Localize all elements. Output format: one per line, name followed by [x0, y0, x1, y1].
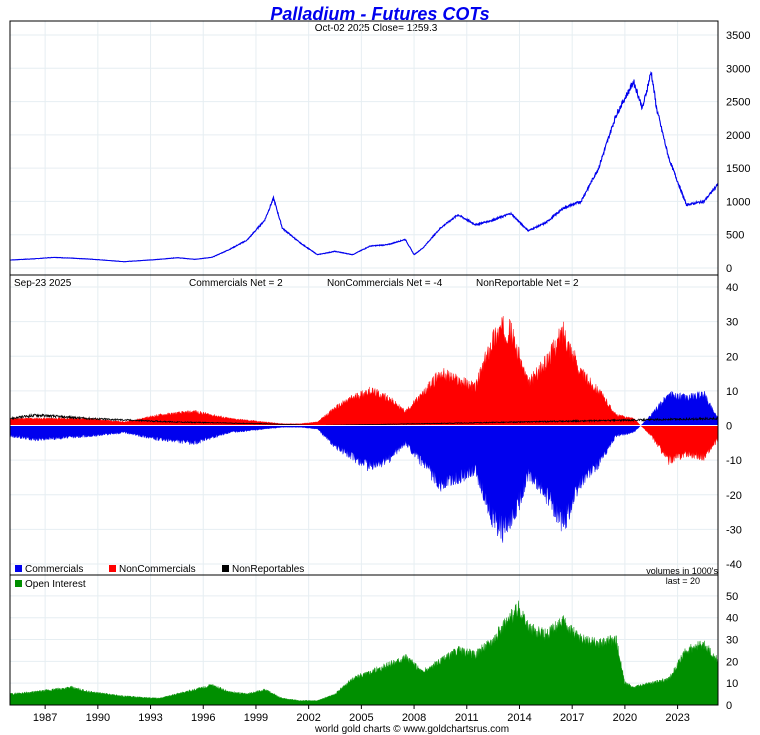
x-tick-label: 2017: [560, 712, 584, 724]
price-line: [10, 70, 719, 263]
x-tick-label: 1990: [86, 712, 110, 724]
x-tick-label: 2014: [507, 712, 531, 724]
price-y-tick-label: 3000: [726, 63, 750, 75]
x-tick-label: 2002: [296, 712, 320, 724]
x-axis-ticks: 1987 1990 1993 1996 1999 2002 2005 2008 2011 2014…: [33, 705, 690, 724]
price-panel: [10, 70, 719, 263]
cot-y-tick-label: -20: [726, 490, 742, 502]
cot-y-tick-label: 10: [726, 386, 738, 398]
cot-y-tick-label: 30: [726, 317, 738, 329]
cot-y-tick-label: 0: [726, 421, 732, 433]
open-interest-panel: [9, 600, 719, 706]
x-tick-label: 1999: [244, 712, 268, 724]
x-tick-label: 1987: [33, 712, 57, 724]
x-tick-label: 2020: [613, 712, 637, 724]
noncommercials-net-label: NonCommercials Net = -4: [327, 278, 443, 289]
chart-title: Palladium - Futures COTs: [270, 4, 489, 24]
cot-legend: Commercials NonCommercials NonReportable…: [15, 564, 304, 575]
oi-y-tick-label: 50: [726, 591, 738, 603]
legend-label-commercials: Commercials: [25, 564, 83, 575]
nonreportables-line: [9, 413, 718, 426]
legend-label-open-interest: Open Interest: [25, 579, 86, 590]
x-tick-label: 2011: [455, 712, 479, 724]
y-axis-ticks: 3500300025002000150010005000403020100-10…: [726, 30, 750, 712]
price-y-tick-label: 500: [726, 230, 744, 242]
oi-y-tick-label: 10: [726, 678, 738, 690]
commercials-net-label: Commercials Net = 2: [189, 278, 283, 289]
oi-y-tick-label: 40: [726, 613, 738, 625]
footer-credit: world gold charts © www.goldchartsrus.co…: [314, 724, 509, 735]
legend-label-nonreportables: NonReportables: [232, 564, 304, 575]
legend-label-noncommercials: NonCommercials: [119, 564, 196, 575]
price-y-tick-label: 1500: [726, 163, 750, 175]
price-y-tick-label: 2500: [726, 97, 750, 109]
legend-swatch-noncommercials: [109, 565, 116, 572]
legend-swatch-nonreportables: [222, 565, 229, 572]
oi-y-tick-label: 30: [726, 635, 738, 647]
x-tick-label: 1996: [191, 712, 215, 724]
cot-panel: [9, 316, 718, 543]
volumes-note: volumes in 1000's: [646, 566, 718, 576]
cot-header-date: Sep-23 2025: [14, 278, 72, 289]
x-tick-label: 2023: [665, 712, 689, 724]
x-tick-label: 2008: [402, 712, 426, 724]
plot-frame: [9, 20, 719, 706]
cot-y-tick-label: -30: [726, 524, 742, 536]
grid-lines: [10, 21, 718, 706]
oi-y-tick-label: 20: [726, 656, 738, 668]
chart-subtitle: Oct-02 2025 Close= 1259.3: [315, 23, 438, 34]
legend-swatch-commercials: [15, 565, 22, 572]
cot-y-tick-label: 20: [726, 351, 738, 363]
price-y-tick-label: 0: [726, 263, 732, 275]
legend-swatch-open-interest: [15, 580, 22, 587]
x-tick-label: 1993: [138, 712, 162, 724]
price-y-tick-label: 1000: [726, 196, 750, 208]
cot-y-tick-label: -40: [726, 559, 742, 571]
oi-y-tick-label: 0: [726, 700, 732, 712]
x-tick-label: 2005: [349, 712, 373, 724]
last-label: last = 20: [666, 576, 700, 586]
cot-y-tick-label: -10: [726, 455, 742, 467]
nonreportable-net-label: NonReportable Net = 2: [476, 278, 579, 289]
noncommercials-area: [9, 316, 718, 465]
price-y-tick-label: 2000: [726, 130, 750, 142]
price-y-tick-label: 3500: [726, 30, 750, 42]
commercials-area: [9, 391, 718, 543]
cot-y-tick-label: 40: [726, 282, 738, 294]
open-interest-area: [9, 600, 719, 706]
